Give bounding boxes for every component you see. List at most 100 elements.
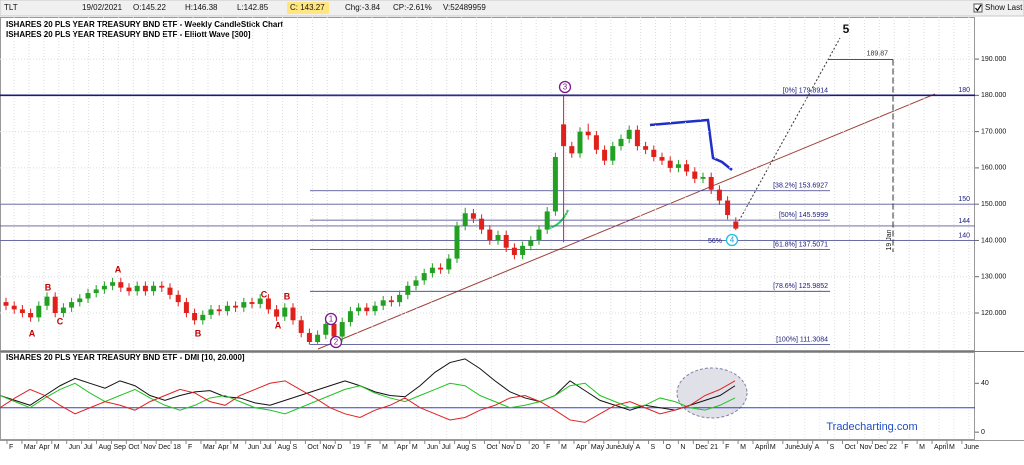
candle-body [388,300,394,303]
candle-body [110,282,116,286]
volume: V:52489959 [443,3,486,12]
x-tick-label: Aug [278,444,291,451]
x-tick-label: June [606,444,621,451]
candle-body [651,149,657,158]
candle-body [495,235,501,241]
candle-body [364,307,370,312]
symbol: TLT [4,3,18,12]
x-tick-label: Oct [307,444,318,451]
y-tick-label: 40 [981,380,989,387]
candle-body [421,273,427,281]
candle-body [142,285,148,292]
candle-body [11,305,17,310]
x-tick-label: F [9,444,13,451]
candle-body [282,307,288,317]
change: Chg:-3.84 [345,3,381,12]
candle-body [438,267,444,270]
x-tick-label: Oct [845,444,856,451]
date-marker-label: 19 Jan [886,229,893,250]
candle-body [323,323,329,335]
low: L:142.85 [237,3,269,12]
y-tick-label: 160.000 [981,165,1006,172]
x-tick-label: Nov [501,444,514,451]
projection-path [649,118,733,171]
candle-body [347,311,353,323]
open: O:145.22 [133,3,166,12]
x-tick-label: M [382,444,388,451]
candle-body [462,213,468,226]
x-tick-label: 20 [531,444,539,451]
x-tick-label: F [367,444,371,451]
y-tick-label: 120.000 [981,310,1006,317]
x-tick-label: Jun [427,444,438,451]
candle-body [159,285,165,288]
x-tick-label: D [516,444,521,451]
wave-count: 1 [329,315,334,324]
candle-body [298,320,304,333]
x-tick-label: Aug [99,444,112,451]
green-arc [549,209,569,229]
x-tick-label: M [54,444,60,451]
x-tick-label: Dec [695,444,708,451]
candle-body [733,221,739,229]
x-tick-label: Mar [24,444,37,451]
candle-body [44,296,50,306]
candle-body [708,176,714,190]
y-tick-label: 140.000 [981,237,1006,244]
wave-count: 4 [730,236,735,245]
x-tick-label: July [800,444,813,451]
show-last-label[interactable]: Show Last [985,3,1023,12]
candle-body [487,229,493,241]
fib-label: [100%] 111.3084 [776,336,828,343]
x-tick-label: April [755,444,769,451]
candle-body [356,307,362,312]
wave-letter: B [45,282,52,292]
dmi-line [0,382,736,415]
change-pct: CP:-2.61% [393,3,432,12]
candle-body [479,218,485,230]
candle-body [36,305,42,318]
candle-body [224,305,230,312]
y-tick-label: 180.000 [981,92,1006,99]
candle-body [126,287,132,292]
x-tick-label: Jul [84,444,93,451]
candle-body [602,149,608,161]
candle-body [659,157,665,161]
x-tick-label: Sep [113,444,126,451]
candle-body [183,302,189,313]
candle-body [28,313,34,318]
candle-body [397,294,403,303]
candle-body [634,129,640,147]
candle-body [331,323,337,337]
x-tick-label: May [591,444,605,451]
fib-label: [61.8%] 137.5071 [773,241,828,248]
candle-body [511,247,517,255]
candle-body [593,135,599,150]
x-tick-label: A [636,444,641,451]
wave-letter: A [275,320,282,330]
chart-title: ISHARES 20 PLS YEAR TREASURY BND ETF - W… [6,20,283,29]
x-tick-label: Oct [128,444,139,451]
candle-body [60,307,66,313]
dmi-title: ISHARES 20 PLS YEAR TREASURY BND ETF - D… [6,353,245,362]
x-tick-label: A [815,444,820,451]
x-tick-label: Nov [143,444,156,451]
x-tick-label: Apr [218,444,230,451]
show-last-checkbox[interactable] [973,3,983,13]
candle-body [233,305,239,308]
trend-line [317,93,936,350]
x-tick-label: June [785,444,800,451]
x-tick-label: S [472,444,477,451]
x-tick-label: Nov [859,444,872,451]
x-tick-label: Oct [486,444,497,451]
dmi-line [0,380,736,423]
x-tick-label: M [949,444,955,451]
candle-body [380,300,386,306]
candle-body [3,302,9,306]
candle-body [585,131,591,136]
candle-body [241,302,247,308]
target-label: 189.87 [867,50,889,57]
x-tick-label: Dec [874,444,887,451]
